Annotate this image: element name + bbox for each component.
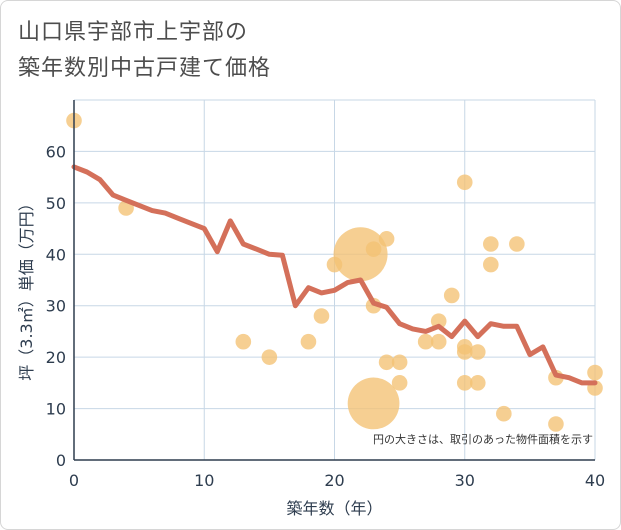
y-tick-label: 40 <box>46 245 66 264</box>
data-point <box>548 416 564 432</box>
data-point <box>378 231 395 247</box>
y-axis-label: 坪（3.3㎡）単価（万円） <box>17 195 36 380</box>
data-point <box>456 344 473 360</box>
chart-title: 山口県宇部市上宇部の 築年数別中古戸建て価格 <box>18 15 271 87</box>
data-point <box>235 333 252 350</box>
data-point <box>365 241 382 257</box>
data-point <box>496 405 512 422</box>
y-tick-label: 20 <box>46 348 66 367</box>
x-tick-label: 20 <box>324 471 344 490</box>
grid-lines <box>74 99 596 460</box>
y-tick-label: 30 <box>46 297 66 316</box>
data-point <box>378 354 395 371</box>
tick-labels: 0 10 20 30 40 50 60 0 10 20 30 40 <box>46 142 606 490</box>
data-point <box>443 287 460 304</box>
data-point <box>469 344 486 360</box>
data-point <box>509 236 525 252</box>
data-point <box>391 375 408 391</box>
x-tick-label: 40 <box>585 471 605 490</box>
chart-title-line2: 築年数別中古戸建て価格 <box>18 56 272 81</box>
y-tick-label: 10 <box>46 400 66 419</box>
y-tick-label: 0 <box>56 451 66 470</box>
data-point <box>483 256 499 273</box>
data-point <box>347 377 400 430</box>
data-point <box>417 333 434 350</box>
data-point <box>469 375 486 391</box>
average-line <box>71 164 598 386</box>
data-point <box>483 236 499 252</box>
x-tick-label: 30 <box>455 471 475 490</box>
axes <box>73 100 595 461</box>
x-axis-label: 築年数（年） <box>286 499 382 518</box>
size-note: 円の大きさは、取引のあった物件面積を示す <box>373 432 593 446</box>
data-point <box>456 174 473 191</box>
data-point <box>300 333 317 350</box>
x-tick-label: 0 <box>69 471 79 490</box>
data-point <box>456 375 473 391</box>
data-point <box>313 308 330 324</box>
bubble-series <box>66 112 603 432</box>
data-point <box>430 333 447 350</box>
data-point <box>333 227 388 282</box>
data-point <box>391 354 408 371</box>
chart-title-line1: 山口県宇部市上宇部の <box>18 20 249 45</box>
x-tick-label: 10 <box>194 471 214 490</box>
data-point <box>261 349 278 365</box>
y-tick-label: 60 <box>46 142 66 161</box>
data-point <box>587 364 603 381</box>
data-point <box>430 313 447 329</box>
y-tick-label: 50 <box>46 194 66 213</box>
